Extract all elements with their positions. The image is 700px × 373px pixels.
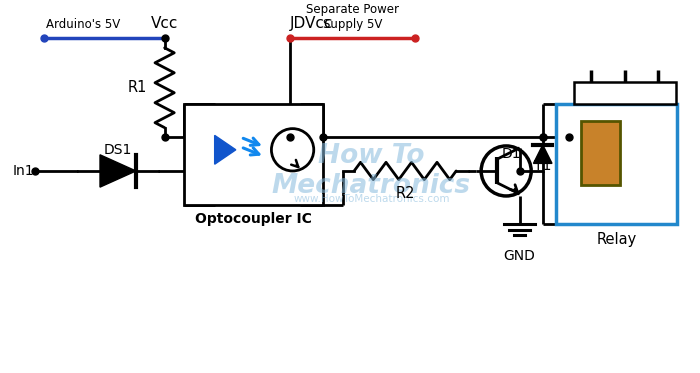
Bar — [581, 121, 620, 185]
Text: Relay: Relay — [596, 232, 637, 247]
Text: Vcc: Vcc — [151, 16, 178, 31]
Text: JDVcc: JDVcc — [290, 16, 333, 31]
Text: R1: R1 — [128, 80, 147, 95]
Text: Optocoupler IC: Optocoupler IC — [195, 212, 312, 226]
Text: R2: R2 — [395, 186, 415, 201]
Text: NO COM NC: NO COM NC — [592, 88, 658, 98]
Text: GND: GND — [504, 249, 536, 263]
Bar — [573, 82, 676, 104]
Text: DS1: DS1 — [104, 144, 132, 157]
Polygon shape — [215, 135, 236, 164]
Text: D1: D1 — [502, 147, 522, 161]
Text: How To
Mechatronics: How To Mechatronics — [272, 143, 471, 199]
Text: T1: T1 — [534, 159, 552, 173]
Text: Arduino's 5V: Arduino's 5V — [46, 18, 120, 31]
Polygon shape — [100, 155, 136, 187]
Polygon shape — [533, 145, 552, 163]
Text: Separate Power
Supply 5V: Separate Power Supply 5V — [306, 3, 399, 31]
Text: In1: In1 — [13, 164, 35, 178]
Text: www.HowToMechatronics.com: www.HowToMechatronics.com — [293, 194, 449, 204]
Bar — [556, 104, 678, 224]
Bar — [184, 104, 323, 205]
